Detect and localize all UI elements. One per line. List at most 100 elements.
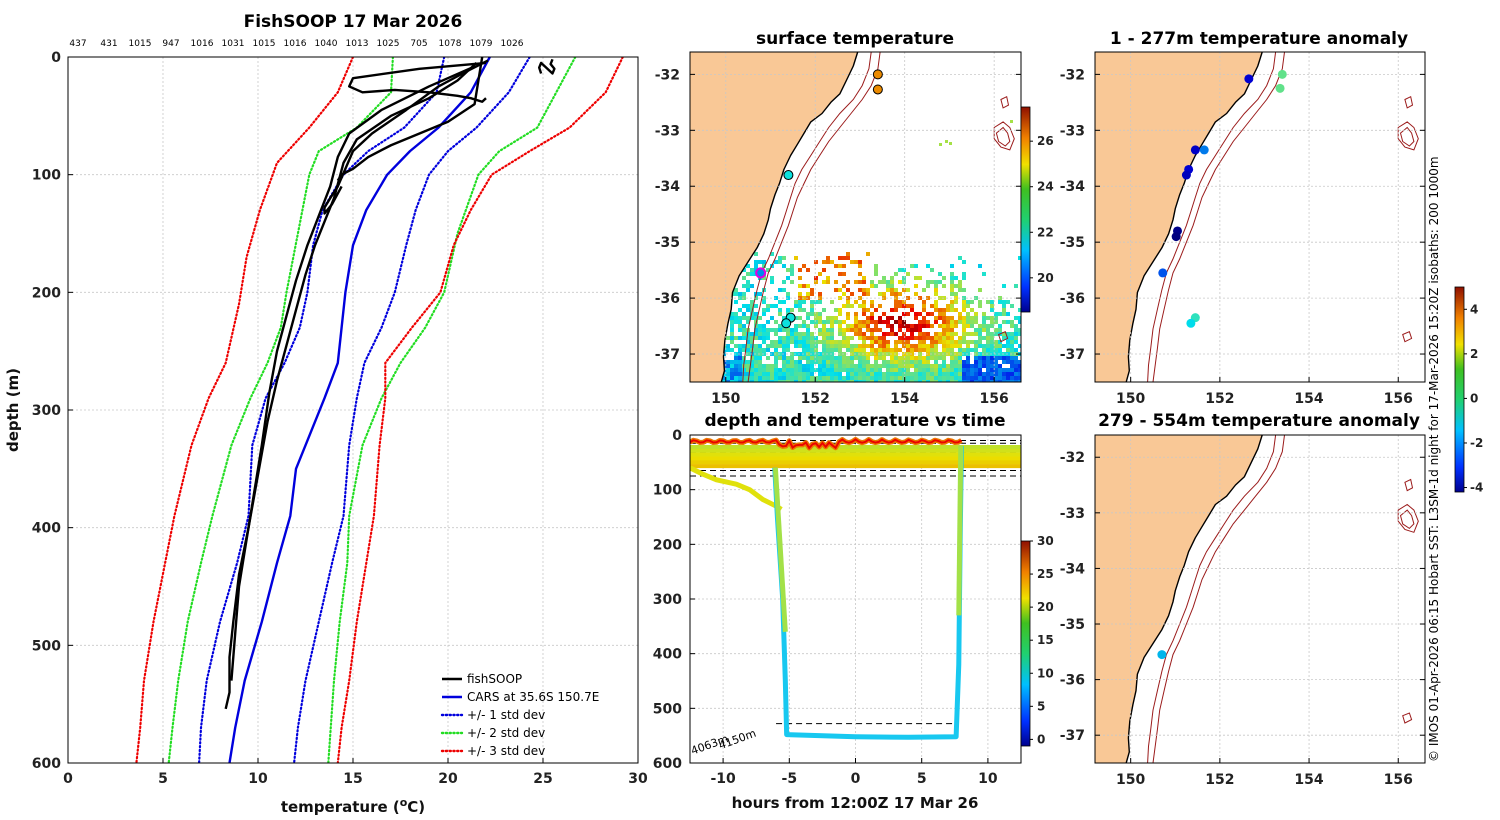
sst-pixel [954, 368, 958, 372]
sst-pixel [818, 272, 822, 276]
sst-pixel [926, 336, 930, 340]
sst-pixel [950, 292, 954, 296]
sst-pixel [798, 284, 802, 288]
sst-pixel [806, 344, 810, 348]
sst-pixel [770, 280, 774, 284]
sst-pixel [994, 344, 998, 348]
anomaly-shallow-title: 1 - 277m temperature anomaly [1110, 29, 1408, 49]
sst-pixel [866, 376, 870, 380]
sst-pixel [954, 344, 958, 348]
sst-pixel [930, 364, 934, 368]
profile-top-label: 1040 [315, 39, 338, 49]
cars-climatology-line [228, 57, 491, 763]
sst-pixel [826, 336, 830, 340]
sst-pixel [774, 328, 778, 332]
sst-pixel [942, 312, 946, 316]
sst-pixel [974, 380, 978, 382]
sst-pixel [730, 348, 734, 352]
sst-pixel [794, 376, 798, 380]
sst-pixel [882, 364, 886, 368]
sst-pixel [1010, 380, 1014, 382]
sst-pixel [906, 328, 910, 332]
legend-label: fishSOOP [467, 672, 522, 686]
sst-pixel [730, 324, 734, 328]
sst-pixel [1018, 316, 1021, 320]
sst-pixel [902, 288, 906, 292]
sst-pixel [794, 340, 798, 344]
sst-pixel [810, 292, 814, 296]
sst-pixel [730, 372, 734, 376]
sst-pixel [798, 356, 802, 360]
sst-pixel [726, 368, 730, 372]
sst-pixel [938, 312, 942, 316]
sst-pixel [922, 340, 926, 344]
sst-pixel [850, 336, 854, 340]
sst-pixel [962, 320, 966, 324]
sst-pixel [882, 348, 886, 352]
sst-pixel [726, 348, 730, 352]
sst-pixel [826, 380, 830, 382]
sst-pixel [910, 324, 914, 328]
sst-pixel [910, 264, 914, 268]
sst-pixel [886, 376, 890, 380]
sst-pixel [950, 376, 954, 380]
sst-pixel [726, 336, 730, 340]
sst-pixel [974, 364, 978, 368]
sst-pixel [902, 304, 906, 308]
sst-pixel [806, 360, 810, 364]
sst-pixel [914, 380, 918, 382]
sst-pixel [798, 308, 802, 312]
sst-pixel [726, 376, 730, 380]
sst-pixel [870, 380, 874, 382]
sst-pixel [790, 332, 794, 336]
sst-pixel [902, 336, 906, 340]
sst-pixel [1014, 364, 1018, 368]
sst-pixel [786, 344, 790, 348]
sst-pixel [774, 356, 778, 360]
sst-pixel [890, 288, 894, 292]
sst-pixel [994, 364, 998, 368]
anomaly-marker [1199, 145, 1209, 155]
fishsoop-station-marker [755, 267, 767, 279]
sst-pixel [810, 376, 814, 380]
profile-top-label: 431 [100, 39, 117, 49]
sst-pixel [926, 284, 930, 288]
sst-pixel [926, 364, 930, 368]
legend-label: CARS at 35.6S 150.7E [467, 690, 599, 704]
sst-pixel [778, 328, 782, 332]
sst-pixel [862, 336, 866, 340]
sst-pixel [866, 328, 870, 332]
sst-pixel [922, 288, 926, 292]
sst-pixel [734, 376, 738, 380]
sst-pixel [806, 368, 810, 372]
sst-pixel [922, 316, 926, 320]
sst-pixel [830, 328, 834, 332]
lon-tick-label: 152 [1205, 772, 1234, 788]
sst-pixel [1002, 284, 1006, 288]
sst-pixel [758, 380, 762, 382]
sst-pixel [778, 312, 782, 316]
sst-pixel [842, 336, 846, 340]
sst-pixel [798, 340, 802, 344]
sst-pixel [1010, 356, 1014, 360]
sst-pixel [962, 336, 966, 340]
xlabel-unit: C) [407, 798, 425, 816]
depth-trace [690, 438, 962, 450]
sst-pixel [978, 300, 982, 304]
sst-pixel [874, 308, 878, 312]
sst-pixel [938, 324, 942, 328]
sst-pixel [926, 360, 930, 364]
sst-pixel [970, 380, 974, 382]
sst-pixel [934, 372, 938, 376]
sst-pixel [938, 308, 942, 312]
sst-pixel [778, 260, 782, 264]
sst-pixel [998, 324, 1002, 328]
sst-pixel [722, 380, 726, 382]
profile-top-label: 1015 [253, 39, 276, 49]
sst-pixel [946, 380, 950, 382]
sst-pixel [766, 320, 770, 324]
sst-pixel [958, 360, 962, 364]
sst-pixel [958, 284, 962, 288]
sst-pixel [918, 364, 922, 368]
sst-pixel [942, 316, 946, 320]
